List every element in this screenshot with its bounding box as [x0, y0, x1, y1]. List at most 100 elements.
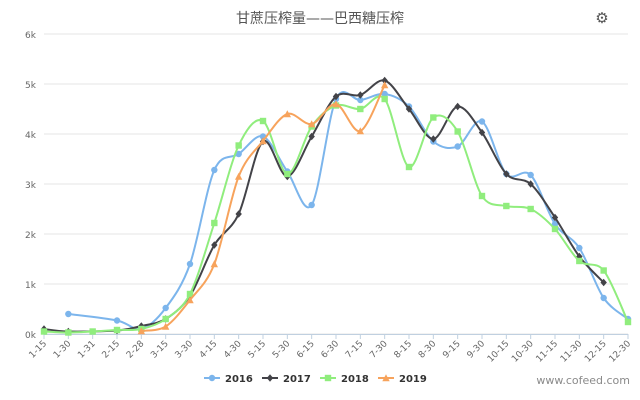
data-point-2017[interactable]	[478, 128, 486, 137]
data-point-2016[interactable]	[308, 201, 315, 209]
data-point-2018[interactable]	[284, 170, 291, 178]
series-2016	[65, 90, 632, 333]
x-tick-label: 6-30	[320, 339, 342, 361]
data-point-2018[interactable]	[357, 105, 364, 113]
x-tick-label: 2-28	[125, 339, 147, 361]
data-point-2018[interactable]	[551, 225, 559, 233]
data-point-2018[interactable]	[527, 205, 534, 213]
x-tick-label: 10-15	[486, 339, 512, 365]
data-point-2019[interactable]	[186, 296, 194, 304]
series-2018	[40, 95, 632, 336]
data-point-2018[interactable]	[89, 328, 96, 335]
data-point-2016[interactable]	[211, 166, 218, 174]
data-point-2018[interactable]	[211, 219, 218, 227]
legend-marker-2017[interactable]	[266, 374, 274, 382]
data-point-2016[interactable]	[527, 171, 534, 179]
legend-marker-2016[interactable]	[208, 374, 216, 382]
data-point-2018[interactable]	[259, 117, 267, 125]
data-point-2019[interactable]	[283, 110, 292, 118]
data-point-2018[interactable]	[113, 326, 121, 334]
data-point-2016[interactable]	[600, 294, 607, 302]
legend[interactable]: 2016 2017 2018 2019	[204, 374, 427, 385]
data-point-2018[interactable]	[454, 128, 461, 135]
series-2017	[40, 76, 607, 336]
x-tick-label: 6-15	[295, 339, 317, 361]
data-point-2019[interactable]	[137, 327, 146, 335]
series-2019	[137, 81, 389, 335]
data-point-2018[interactable]	[162, 315, 169, 323]
data-point-2016[interactable]	[162, 304, 169, 312]
data-point-2017[interactable]	[454, 102, 461, 111]
data-point-2018[interactable]	[235, 142, 242, 149]
data-point-2018[interactable]	[430, 114, 437, 121]
chart-title: 甘蔗压榨量——巴西糖压榨	[236, 11, 404, 27]
data-point-2017[interactable]	[503, 170, 510, 178]
data-point-2016[interactable]	[551, 220, 559, 228]
data-point-2019[interactable]	[356, 127, 365, 135]
data-point-2016[interactable]	[454, 143, 461, 150]
data-point-2016[interactable]	[357, 96, 364, 104]
data-point-2018[interactable]	[503, 202, 510, 210]
data-point-2017[interactable]	[405, 105, 413, 113]
x-tick-label: 5-30	[271, 339, 293, 361]
x-tick-label: 9-30	[466, 339, 488, 361]
x-tick-label: 3-15	[149, 339, 171, 361]
y-tick-label: 6k	[25, 31, 37, 41]
data-point-2017[interactable]	[357, 91, 364, 99]
data-point-2018[interactable]	[478, 192, 486, 200]
data-point-2018[interactable]	[381, 95, 388, 103]
data-point-2016[interactable]	[235, 150, 242, 158]
legend-item-2017[interactable]: 2017	[262, 374, 311, 385]
data-point-2017[interactable]	[600, 278, 607, 287]
data-point-2017[interactable]	[430, 135, 437, 143]
data-point-2017[interactable]	[332, 92, 340, 101]
data-point-2019[interactable]	[307, 120, 316, 128]
legend-label-2018: 2018	[341, 374, 369, 385]
legend-marker-2018[interactable]	[324, 374, 332, 382]
data-point-2016[interactable]	[65, 310, 72, 318]
data-point-2019[interactable]	[380, 81, 389, 89]
x-tick-label: 7-30	[368, 339, 390, 361]
y-tick-label: 0k	[25, 331, 37, 341]
data-point-2018[interactable]	[405, 163, 413, 171]
data-point-2017[interactable]	[551, 213, 559, 222]
data-point-2018[interactable]	[624, 318, 632, 326]
data-point-2019[interactable]	[259, 137, 267, 145]
x-tick-label: 5-15	[247, 339, 269, 361]
x-tick-label: 11-30	[559, 339, 585, 365]
x-tick-label: 12-30	[608, 339, 634, 365]
data-point-2016[interactable]	[381, 90, 388, 98]
data-point-2018[interactable]	[65, 329, 72, 336]
legend-item-2016[interactable]: 2016	[204, 374, 253, 385]
data-point-2017[interactable]	[527, 180, 534, 188]
legend-item-2018[interactable]: 2018	[320, 374, 369, 385]
series-line-2018	[43, 95, 629, 334]
x-tick-label: 10-30	[510, 339, 536, 365]
data-point-2019[interactable]	[234, 172, 243, 180]
data-point-2019[interactable]	[210, 260, 219, 268]
gear-icon[interactable]: ⚙	[595, 9, 609, 27]
x-tick-label: 3-30	[174, 339, 196, 361]
data-point-2017[interactable]	[308, 132, 315, 141]
data-point-2018[interactable]	[186, 290, 194, 298]
data-point-2019[interactable]	[332, 100, 340, 108]
y-tick-label: 2k	[25, 231, 37, 241]
data-point-2016[interactable]	[478, 118, 486, 125]
legend-marker-2019[interactable]	[382, 374, 390, 382]
legend-item-2019[interactable]: 2019	[378, 374, 427, 385]
data-point-2017[interactable]	[235, 210, 242, 218]
series-group	[40, 76, 632, 336]
data-point-2016[interactable]	[186, 260, 194, 268]
data-point-2018[interactable]	[576, 257, 583, 265]
y-tick-label: 1k	[25, 281, 37, 291]
data-point-2018[interactable]	[40, 328, 48, 335]
data-point-2018[interactable]	[600, 267, 607, 274]
data-point-2017[interactable]	[381, 76, 388, 85]
x-tick-label: 1-15	[28, 339, 50, 361]
data-point-2016[interactable]	[576, 244, 583, 252]
data-point-2016[interactable]	[113, 317, 121, 324]
x-tick-label: 4-30	[222, 339, 244, 361]
data-point-2019[interactable]	[161, 322, 170, 330]
data-point-2017[interactable]	[211, 241, 218, 249]
